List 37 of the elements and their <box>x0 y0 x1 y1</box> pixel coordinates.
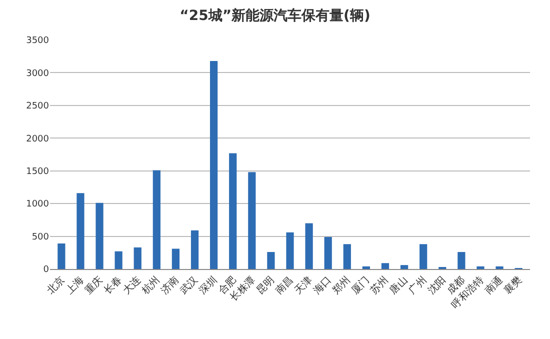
bar <box>343 244 351 269</box>
bar <box>172 248 180 269</box>
bar <box>324 236 332 269</box>
y-tick-label: 3500 <box>26 36 50 46</box>
bar <box>381 263 390 269</box>
x-tick-label: 济南 <box>158 274 182 297</box>
y-tick-label: 500 <box>32 232 50 242</box>
bar <box>267 252 275 269</box>
bar <box>134 247 142 269</box>
bar <box>96 202 104 269</box>
bar <box>210 60 218 269</box>
bar <box>248 172 256 269</box>
x-tick-label: 襄樊 <box>502 274 524 297</box>
bar <box>190 230 199 269</box>
y-tick-label: 2500 <box>26 102 50 112</box>
y-tick-label: 2000 <box>26 134 50 144</box>
y-tick-label: 3000 <box>26 68 50 79</box>
bar <box>286 232 294 269</box>
bar <box>476 266 484 269</box>
bar <box>458 252 466 269</box>
x-tick-label: 深圳 <box>196 274 220 297</box>
x-tick-label: 北京 <box>44 274 68 297</box>
bar <box>305 223 313 269</box>
chart-title: “25城”新能源汽车保有量(辆) <box>180 6 370 24</box>
y-tick-label: 1500 <box>26 167 50 178</box>
bar <box>76 193 84 269</box>
bar <box>362 266 370 269</box>
bar <box>229 153 237 269</box>
x-tick-label: 沈阳 <box>425 274 448 297</box>
bar <box>114 251 122 269</box>
bar <box>496 266 504 269</box>
bar <box>420 244 428 269</box>
y-tick-label: 1000 <box>26 200 50 210</box>
bar <box>58 243 66 269</box>
y-tick-label: 0 <box>43 265 50 276</box>
bar <box>152 170 160 269</box>
bar <box>400 265 408 269</box>
